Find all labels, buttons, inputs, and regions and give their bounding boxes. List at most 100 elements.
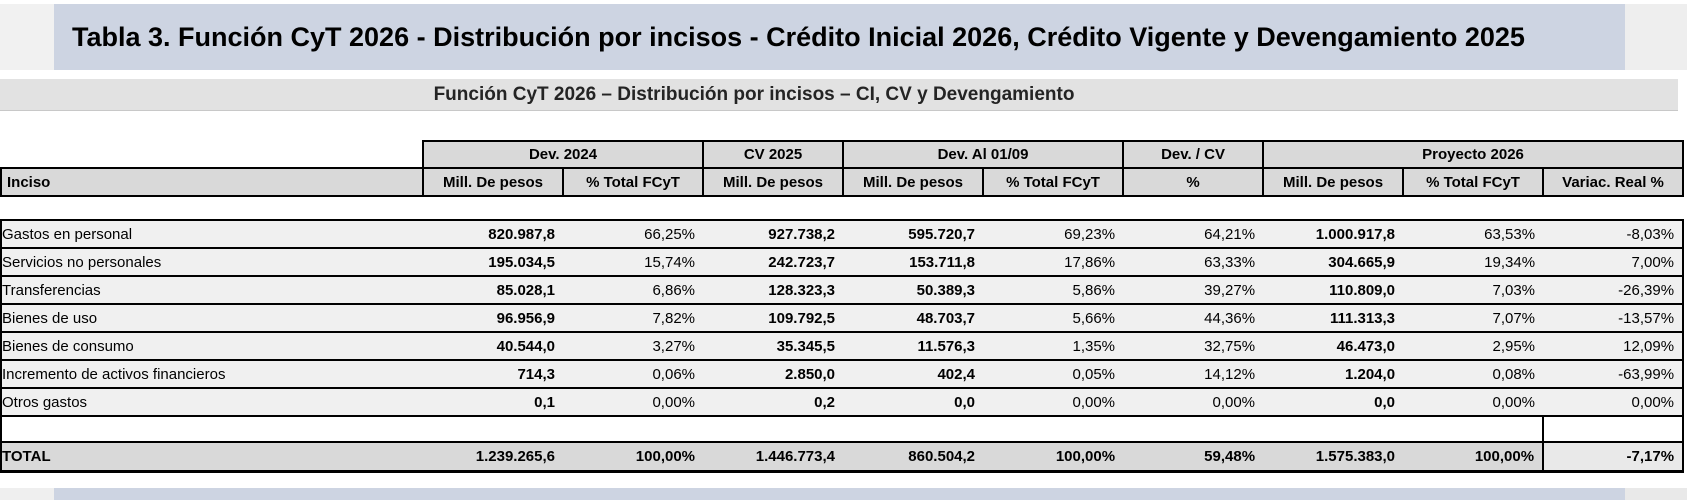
table-row-transferencias: Transferencias 85.028,1 6,86% 128.323,3 … (0, 275, 1685, 305)
row-label: Bienes de uso (0, 303, 423, 333)
page-title: Tabla 3. Función CyT 2026 - Distribución… (72, 22, 1525, 52)
column-header-row: Inciso Mill. De pesos % Total FCyT Mill.… (0, 167, 1685, 197)
cell-value: 12,09% (1543, 331, 1685, 361)
cell-value: 39,27% (1123, 275, 1264, 305)
cell-value: 1.575.383,0 (1263, 441, 1404, 473)
cell-value: 46.473,0 (1263, 331, 1404, 361)
cell-value: 860.504,2 (843, 441, 984, 473)
cell-value: 44,36% (1123, 303, 1264, 333)
col-header-cv2025-mill: Mill. De pesos (702, 167, 845, 197)
cell-value: 64,21% (1123, 219, 1264, 249)
blank-separator-row (0, 415, 1685, 443)
cell-value: 11.576,3 (843, 331, 984, 361)
col-group-dev-cv: Dev. / CV (1122, 140, 1265, 169)
subtitle-band: Función CyT 2026 – Distribución por inci… (0, 79, 1678, 111)
cell-value: 0,00% (1543, 387, 1685, 417)
col-header-proy-pct: % Total FCyT (1402, 167, 1545, 197)
cell-value: 242.723,7 (703, 247, 844, 277)
cell-value: 50.389,3 (843, 275, 984, 305)
cell-value: 1.446.773,4 (703, 441, 844, 473)
cell-value: 100,00% (563, 441, 704, 473)
cell-value: 111.313,3 (1263, 303, 1404, 333)
col-header-deval-pct: % Total FCyT (982, 167, 1125, 197)
cell-value: 0,00% (563, 387, 704, 417)
cell-value: 48.703,7 (843, 303, 984, 333)
col-header-deval-mill: Mill. De pesos (842, 167, 985, 197)
blank-cell-left (0, 415, 1545, 443)
col-group-proyecto-2026: Proyecto 2026 (1262, 140, 1685, 169)
table-row-otros-gastos: Otros gastos 0,1 0,00% 0,2 0,0 0,00% 0,0… (0, 387, 1685, 417)
table-row-bienes-de-uso: Bienes de uso 96.956,9 7,82% 109.792,5 4… (0, 303, 1685, 333)
row-label: Transferencias (0, 275, 423, 305)
col-header-proy-mill: Mill. De pesos (1262, 167, 1405, 197)
col-group-dev-2024: Dev. 2024 (421, 140, 705, 169)
cell-value: 0,00% (1123, 387, 1264, 417)
table-row-total: TOTAL 1.239.265,6 100,00% 1.446.773,4 86… (0, 441, 1685, 473)
cell-value: 7,00% (1543, 247, 1685, 277)
row-label: Incremento de activos financieros (0, 359, 423, 389)
cell-value: 6,86% (563, 275, 704, 305)
col-header-devcv-pct: % (1122, 167, 1265, 197)
title-band: Tabla 3. Función CyT 2026 - Distribución… (54, 4, 1625, 70)
cell-value: 40.544,0 (423, 331, 563, 361)
cell-value: 85.028,1 (423, 275, 563, 305)
cell-value: 0,08% (1403, 359, 1544, 389)
row-label: Bienes de consumo (0, 331, 423, 361)
col-header-dev2024-pct: % Total FCyT (561, 167, 705, 197)
cell-value: 32,75% (1123, 331, 1264, 361)
table-row-gastos-en-personal: Gastos en personal 820.987,8 66,25% 927.… (0, 219, 1685, 249)
row-label: Servicios no personales (0, 247, 423, 277)
cell-value: -7,17% (1542, 441, 1685, 473)
cell-value: 14,12% (1123, 359, 1264, 389)
cell-value: 7,07% (1403, 303, 1544, 333)
cell-value: -13,57% (1543, 303, 1685, 333)
cell-value: 0,0 (843, 387, 984, 417)
cell-value: 595.720,7 (843, 219, 984, 249)
cell-value: 0,06% (563, 359, 704, 389)
cell-value: 1.239.265,6 (423, 441, 563, 473)
cell-value: 19,34% (1403, 247, 1544, 277)
cell-value: 63,33% (1123, 247, 1264, 277)
col-group-dev-al-0109: Dev. Al 01/09 (842, 140, 1125, 169)
cell-value: -8,03% (1543, 219, 1685, 249)
table-row-servicios-no-personales: Servicios no personales 195.034,5 15,74%… (0, 247, 1685, 277)
cell-value: -26,39% (1543, 275, 1685, 305)
cell-value: 109.792,5 (703, 303, 844, 333)
cell-value: 5,66% (983, 303, 1124, 333)
cell-value: 63,53% (1403, 219, 1544, 249)
cell-value: 0,2 (703, 387, 844, 417)
cell-value: 35.345,5 (703, 331, 844, 361)
left-margin-strip (0, 4, 54, 70)
cell-value: 59,48% (1123, 441, 1264, 473)
cell-value: 402,4 (843, 359, 984, 389)
cell-value: 17,86% (983, 247, 1124, 277)
cell-value: 100,00% (1403, 441, 1544, 473)
col-header-variac-real: Variac. Real % (1542, 167, 1685, 197)
cell-value: 1.204,0 (1263, 359, 1404, 389)
column-group-header-row: Dev. 2024 CV 2025 Dev. Al 01/09 Dev. / C… (1, 140, 1685, 169)
col-header-inciso: Inciso (0, 167, 424, 197)
cell-value: 0,0 (1263, 387, 1404, 417)
row-label: Gastos en personal (0, 219, 423, 249)
bottom-band-left-filler (0, 488, 54, 500)
cell-value: 100,00% (983, 441, 1124, 473)
cell-value: -63,99% (1543, 359, 1685, 389)
cell-value: 195.034,5 (423, 247, 563, 277)
total-label: TOTAL (0, 441, 423, 473)
cell-value: 304.665,9 (1263, 247, 1404, 277)
cell-value: 153.711,8 (843, 247, 984, 277)
cell-value: 927.738,2 (703, 219, 844, 249)
col-group-cv-2025: CV 2025 (702, 140, 845, 169)
cell-value: 0,00% (983, 387, 1124, 417)
cell-value: 7,82% (563, 303, 704, 333)
cell-value: 820.987,8 (423, 219, 563, 249)
cell-value: 1.000.917,8 (1263, 219, 1404, 249)
bottom-band-right-filler (1625, 488, 1687, 500)
cell-value: 2.850,0 (703, 359, 844, 389)
cell-value: 15,74% (563, 247, 704, 277)
header-body-gap-row (1, 196, 1684, 220)
cell-value: 0,1 (423, 387, 563, 417)
cell-value: 5,86% (983, 275, 1124, 305)
cell-value: 2,95% (1403, 331, 1544, 361)
